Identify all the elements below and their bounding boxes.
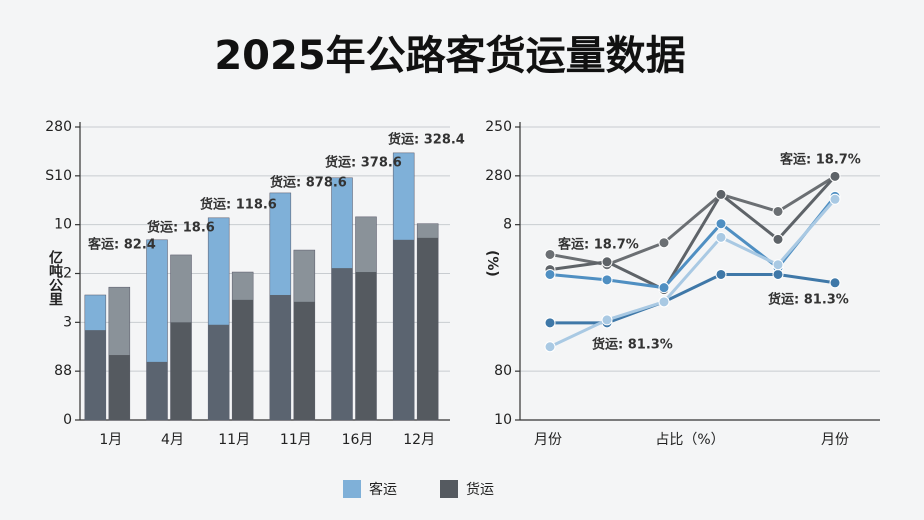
annotation: 货运: 18.6 [147, 220, 215, 236]
y-tick-label: S10 [45, 168, 72, 184]
bar-base [293, 301, 315, 420]
point [544, 268, 556, 280]
bar-base [146, 361, 168, 420]
y-tick-label: 88 [54, 363, 72, 379]
line [549, 198, 837, 349]
point [829, 170, 841, 182]
point [772, 268, 784, 280]
bar-base [269, 294, 291, 420]
x-tick-label: 4月 [161, 432, 184, 448]
y-tick-label: 10 [54, 217, 72, 233]
point [772, 205, 784, 217]
point [715, 188, 727, 200]
legend-label: 客运 [369, 481, 397, 498]
point [601, 314, 613, 326]
y-tick-label: 0 [63, 412, 72, 428]
bar-base [84, 330, 106, 420]
bar-base [108, 355, 130, 420]
y-tick-label: 10 [494, 412, 512, 428]
annotation: 货运: 878.6 [270, 175, 347, 191]
bar-base [355, 272, 377, 420]
legend-swatch [440, 480, 458, 498]
point [544, 341, 556, 353]
point [658, 282, 670, 294]
bar-base [170, 322, 192, 420]
bar-base [232, 299, 254, 420]
point [772, 233, 784, 245]
annotation: 货运: 81.3% [768, 292, 849, 308]
point [658, 237, 670, 249]
x-tick-label: 11月 [280, 432, 312, 448]
legend-swatch [343, 480, 361, 498]
annotation: 货运: 81.3% [592, 337, 673, 353]
bar-base [208, 324, 230, 420]
x-axis-label: 月份 [821, 432, 849, 448]
point [601, 256, 613, 268]
y-tick-label: 8 [503, 217, 512, 233]
x-tick-label: 16月 [342, 432, 374, 448]
legend-label: 货运 [466, 481, 494, 498]
point [715, 268, 727, 280]
x-tick-label: 1月 [99, 432, 122, 448]
bar-base [393, 239, 415, 420]
x-axis-label: 占比（%） [655, 432, 724, 448]
annotation: 货运: 118.6 [200, 197, 277, 213]
y-tick-label: 280 [485, 168, 512, 184]
line [549, 175, 837, 292]
point [829, 277, 841, 289]
annotation: 客运: 18.7% [558, 237, 639, 253]
point [601, 274, 613, 286]
annotation: 货运: 328.4 [388, 132, 465, 148]
point [715, 218, 727, 230]
point [658, 296, 670, 308]
point [772, 259, 784, 271]
y-tick-label: 250 [485, 119, 512, 135]
y-axis-label: (%) [484, 250, 500, 277]
point [715, 231, 727, 243]
x-tick-label: 12月 [403, 432, 435, 448]
point [544, 317, 556, 329]
page-title: 2025年公路客货运量数据 [214, 33, 685, 79]
y-tick-label: 2 [63, 266, 72, 282]
annotation: 货运: 378.6 [325, 155, 402, 171]
y-tick-label: 280 [45, 119, 72, 135]
point [544, 248, 556, 260]
y-tick-label: 80 [494, 363, 512, 379]
y-axis-label: 亿吨公里 [47, 249, 63, 306]
y-tick-label: 3 [63, 314, 72, 330]
x-tick-label: 11月 [218, 432, 250, 448]
annotation: 客运: 82.4 [88, 237, 156, 253]
bar-base [417, 237, 439, 420]
point [829, 193, 841, 205]
bar-base [331, 268, 353, 420]
x-axis-label: 月份 [534, 432, 562, 448]
annotation: 客运: 18.7% [780, 152, 861, 168]
